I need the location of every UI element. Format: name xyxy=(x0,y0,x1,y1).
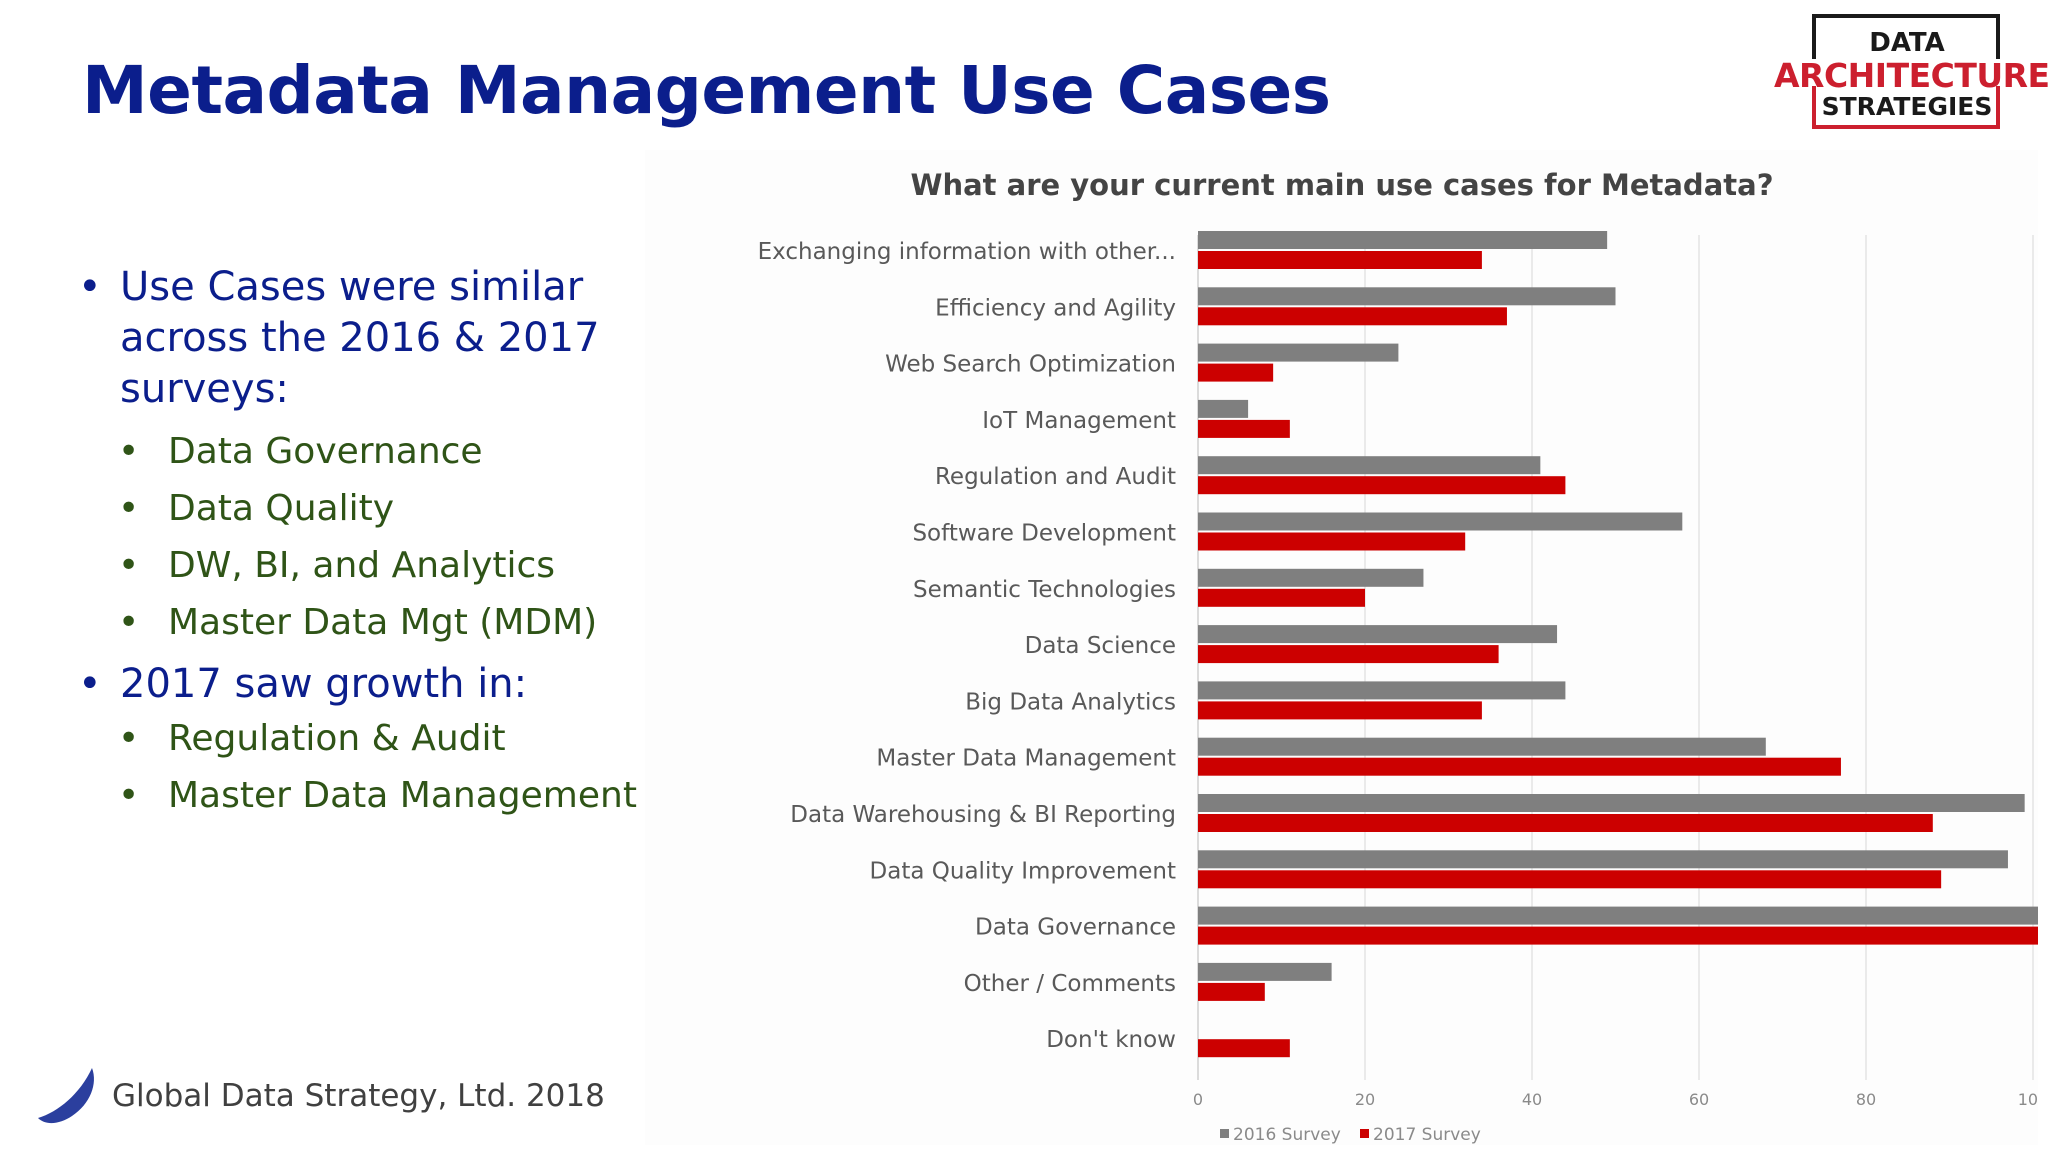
bar-chart: What are your current main use cases for… xyxy=(758,168,2038,1145)
x-tick-label: 40 xyxy=(1522,1090,1542,1109)
bar-2017 xyxy=(1198,532,1466,551)
category-label: Regulation and Audit xyxy=(935,464,1176,490)
sub-bullet: DW, BI, and Analytics xyxy=(78,537,718,594)
category-label: Exchanging information with other... xyxy=(758,239,1176,265)
bar-2017 xyxy=(1198,982,1265,1001)
chart-title: What are your current main use cases for… xyxy=(910,168,1773,202)
bar-2017 xyxy=(1198,870,1942,889)
category-label: Data Quality Improvement xyxy=(870,858,1176,884)
sub-bullet: Data Quality xyxy=(78,480,718,537)
category-label: IoT Management xyxy=(982,408,1176,434)
category-label: Master Data Management xyxy=(876,746,1176,772)
logo-frame xyxy=(1812,125,2000,129)
bar-2017 xyxy=(1198,926,2038,945)
global-data-strategy-logo-icon xyxy=(38,1068,94,1124)
bar-2017 xyxy=(1198,757,1841,776)
bar-2016 xyxy=(1198,231,1608,249)
bar-2017 xyxy=(1198,1039,1290,1058)
category-label: Software Development xyxy=(912,521,1176,547)
sub-bullet: Master Data Mgt (MDM) xyxy=(78,594,718,651)
bar-2017 xyxy=(1198,645,1499,664)
bar-2017 xyxy=(1198,363,1274,382)
bullet-use-cases: Use Cases were similar across the 2016 &… xyxy=(78,262,718,415)
bar-2017 xyxy=(1198,251,1482,269)
bar-2017 xyxy=(1198,701,1482,720)
bar-2016 xyxy=(1198,737,1766,756)
category-label: Semantic Technologies xyxy=(913,577,1176,603)
logo-frame xyxy=(1996,86,2000,129)
x-tick-label: 80 xyxy=(1856,1090,1876,1109)
bar-2017 xyxy=(1198,307,1507,326)
sub-bullet: Data Governance xyxy=(78,423,718,480)
logo-text-strategies: STRATEGIES xyxy=(1821,92,1993,121)
x-tick-label: 100 xyxy=(2018,1090,2038,1109)
bar-2016 xyxy=(1198,962,1332,981)
bar-2017 xyxy=(1198,588,1365,607)
bullet-growth: 2017 saw growth in: xyxy=(78,659,718,710)
sub-bullet: Master Data Management xyxy=(78,767,718,824)
legend-swatch-2016 xyxy=(1220,1129,1229,1138)
bar-2016 xyxy=(1198,850,2008,869)
category-label: Efficiency and Agility xyxy=(935,295,1176,321)
category-label: Data Warehousing & BI Reporting xyxy=(790,802,1176,828)
bar-2017 xyxy=(1198,814,1933,832)
bar-2016 xyxy=(1198,794,2025,812)
logo-frame xyxy=(1812,14,1816,59)
x-tick-label: 60 xyxy=(1689,1090,1709,1109)
logo-text-architecture: ARCHITECTURE xyxy=(1774,56,2048,95)
bar-2016 xyxy=(1198,512,1683,531)
bar-2016 xyxy=(1198,399,1249,418)
bar-2016 xyxy=(1198,681,1566,700)
category-label: Don't know xyxy=(1046,1027,1176,1053)
data-architecture-strategies-logo: DATA ARCHITECTURE STRATEGIES xyxy=(1774,14,2048,129)
legend-swatch-2017 xyxy=(1360,1129,1369,1138)
chart-panel: What are your current main use cases for… xyxy=(645,150,2038,1145)
bar-2016 xyxy=(1198,456,1541,475)
logo-frame xyxy=(1812,86,1816,129)
bar-2016 xyxy=(1198,568,1424,587)
bar-2016 xyxy=(1198,906,2038,925)
bullet-list: Use Cases were similar across the 2016 &… xyxy=(78,262,718,824)
category-label: Data Science xyxy=(1025,633,1176,659)
category-label: Other / Comments xyxy=(964,971,1176,997)
sub-bullet: Regulation & Audit xyxy=(78,710,718,767)
bar-2017 xyxy=(1198,476,1566,495)
bar-2016 xyxy=(1198,625,1558,644)
page-title: Metadata Management Use Cases xyxy=(82,52,1331,129)
category-label: Data Governance xyxy=(975,915,1176,941)
logo-text-data: DATA xyxy=(1869,28,1945,58)
bar-2016 xyxy=(1198,343,1399,362)
x-tick-label: 20 xyxy=(1355,1090,1375,1109)
footer-copyright: Global Data Strategy, Ltd. 2018 xyxy=(112,1078,605,1114)
bar-2017 xyxy=(1198,419,1290,438)
logo-frame xyxy=(1812,14,2000,18)
category-label: Web Search Optimization xyxy=(885,352,1176,378)
bar-2016 xyxy=(1198,287,1616,306)
x-tick-label: 0 xyxy=(1193,1090,1203,1109)
category-label: Big Data Analytics xyxy=(965,689,1176,715)
logo-frame xyxy=(1996,14,2000,59)
legend-label-2016: 2016 Survey xyxy=(1233,1125,1341,1145)
legend-label-2017: 2017 Survey xyxy=(1373,1125,1481,1145)
